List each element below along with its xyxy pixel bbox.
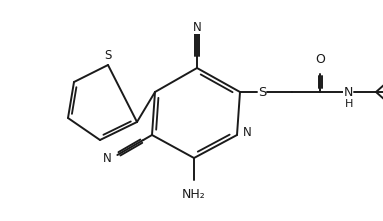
Text: O: O — [315, 53, 325, 66]
Text: H: H — [345, 99, 353, 109]
Text: N: N — [103, 152, 111, 165]
Text: S: S — [104, 49, 112, 62]
Text: N: N — [343, 86, 353, 99]
Text: N: N — [243, 126, 252, 139]
Text: S: S — [258, 86, 266, 99]
Text: NH₂: NH₂ — [182, 188, 206, 201]
Text: N: N — [193, 21, 201, 34]
